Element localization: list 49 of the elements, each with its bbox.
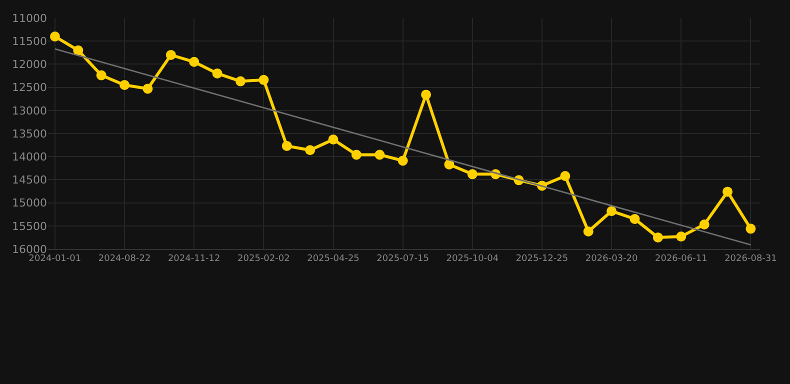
point [236,76,246,86]
point [328,134,338,145]
point [166,50,176,60]
y-tick-label: 14500 [12,174,47,187]
point [212,68,222,78]
point [699,220,710,230]
point [282,140,292,151]
point [73,45,84,56]
x-tick-label: 2024-11-12 [168,254,220,264]
y-tick-label: 16000 [12,242,47,256]
y-tick-label: 15500 [12,220,47,233]
x-tick-label: 2025-04-25 [307,254,360,264]
y-tick-label: 13000 [12,104,47,118]
point [606,206,617,216]
point [722,186,733,197]
point [583,226,594,236]
point [351,150,362,160]
y-tick-label: 11500 [12,34,47,48]
x-tick-label: 2024-08-22 [98,254,151,264]
x-tick-label: 2025-07-15 [376,254,429,264]
point [305,145,316,156]
y-tick-label: 12000 [12,58,47,72]
y-tick-label: 12500 [12,81,47,94]
point [560,171,570,181]
x-tick-label: 2024-01-01 [28,254,82,264]
x-tick-label: 2025-02-02 [238,254,290,264]
x-tick-label: 2026-03-20 [585,254,638,264]
x-tick-label: 2025-10-04 [446,254,499,264]
point [374,150,385,160]
y-tick-label: 13500 [12,127,47,140]
point [142,84,153,94]
point [258,74,269,85]
y-tick-label: 14000 [12,150,47,164]
point [746,224,756,234]
x-tick-label: 2026-06-11 [654,254,708,264]
x-tick-label: 2025-12-25 [516,254,568,264]
point [652,232,663,242]
point [50,31,60,42]
point [96,70,106,80]
y-tick-label: 15000 [12,196,47,210]
point [421,90,432,100]
point [630,214,640,224]
point [676,232,686,242]
point [398,156,408,166]
point [120,80,130,90]
point [189,56,200,67]
point [467,169,478,180]
x-tick-label: 2026-08-31 [724,254,777,264]
y-tick-label: 11000 [12,12,47,25]
